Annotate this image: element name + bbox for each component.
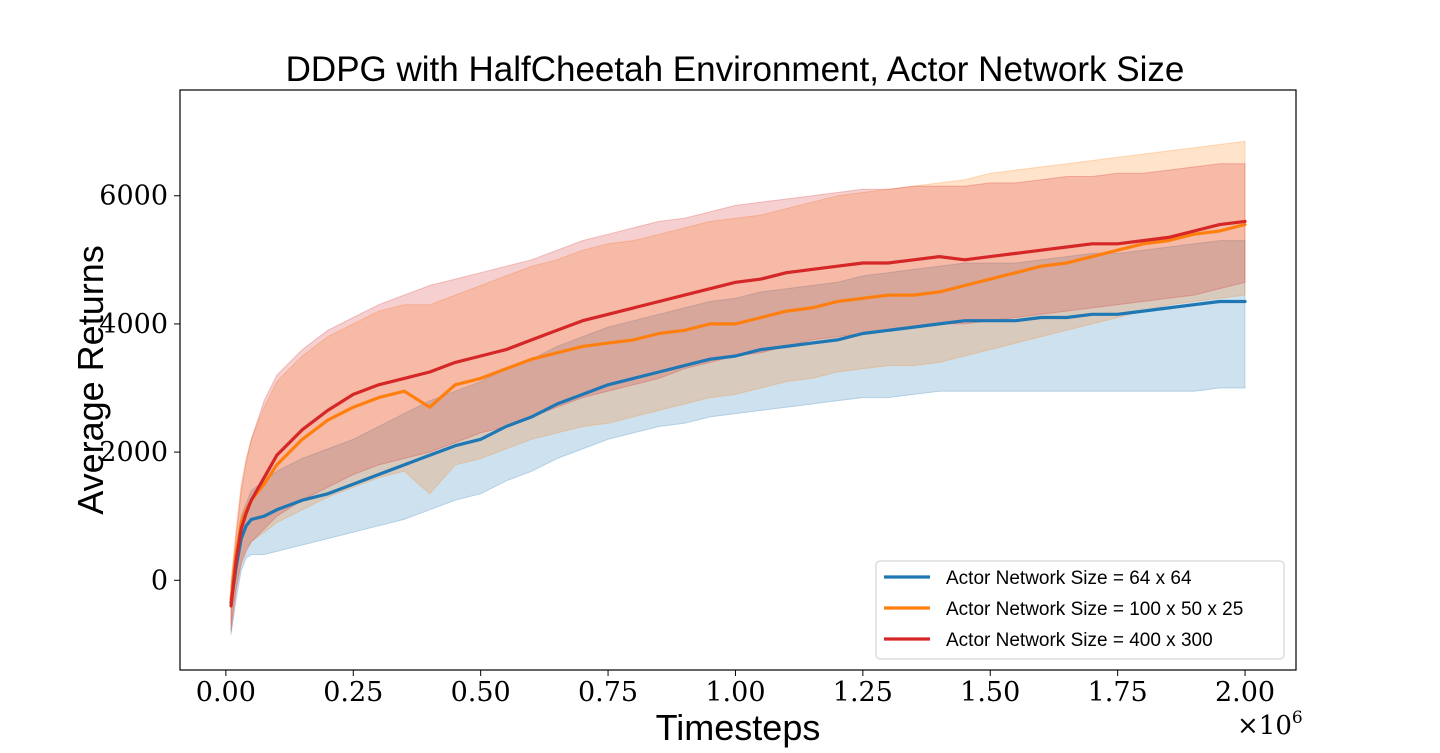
x-axis-label: Timesteps — [656, 707, 821, 748]
x-axis-ticks: 0.00 0.25 0.50 0.75 1.00 1.25 1.50 1.75 2.00 — [196, 670, 1275, 708]
x-tick-label: 0.00 — [196, 677, 256, 708]
legend-label-2: Actor Network Size = 100 x 50 x 25 — [946, 599, 1243, 620]
band-series-2 — [230, 140, 1246, 626]
x-tick-label: 0.50 — [451, 677, 511, 708]
x-tick-label: 1.25 — [833, 677, 893, 708]
line-series-2 — [229, 223, 1247, 602]
y-axis-label: Average Returns — [70, 245, 111, 515]
x-axis-scale-factor: ×106 — [1237, 708, 1303, 741]
y-tick-label: 4000 — [99, 309, 168, 340]
y-tick-label: 6000 — [99, 181, 168, 212]
x-tick-label: 0.25 — [323, 677, 383, 708]
x-scale-exponent: 6 — [1292, 708, 1303, 728]
line-series-1 — [229, 299, 1247, 605]
legend-label-1: Actor Network Size = 64 x 64 — [946, 568, 1192, 589]
x-tick-label: 1.75 — [1088, 677, 1148, 708]
x-tick-label: 0.75 — [578, 677, 638, 708]
x-tick-label: 1.00 — [705, 677, 765, 708]
x-scale-base: ×10 — [1237, 711, 1292, 741]
x-tick-label: 2.00 — [1215, 677, 1275, 708]
y-tick-label: 2000 — [99, 437, 168, 468]
plot-frame — [179, 89, 1297, 671]
legend-label-3: Actor Network Size = 400 x 300 — [946, 630, 1213, 651]
series-lines — [229, 219, 1247, 608]
legend-box — [875, 560, 1285, 660]
confidence-bands — [230, 140, 1246, 635]
line-series-3 — [229, 219, 1247, 608]
y-axis-ticks: 0 2000 4000 6000 — [99, 181, 180, 596]
band-series-3 — [230, 163, 1246, 632]
legend: Actor Network Size = 64 x 64 Actor Networ… — [875, 560, 1285, 660]
y-tick-label: 0 — [151, 565, 168, 596]
x-tick-label: 1.50 — [960, 677, 1020, 708]
chart-title: DDPG with HalfCheetah Environment, Actor… — [286, 50, 1185, 89]
